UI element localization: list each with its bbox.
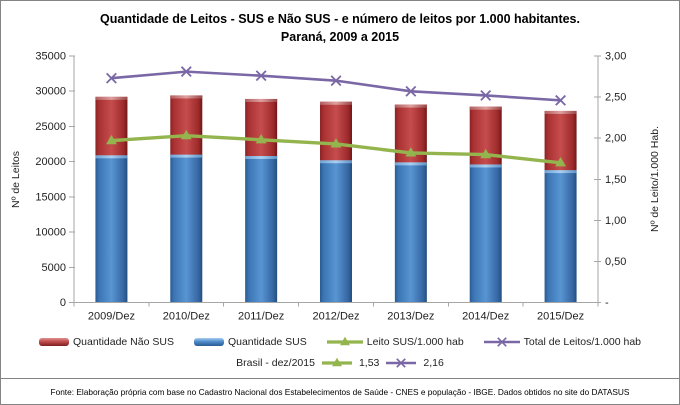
sus-rate-marker [180, 129, 192, 140]
right-axis-tick-label: 3,00 [605, 51, 626, 63]
left-axis-tick-label: 10000 [35, 227, 66, 239]
chart-canvas: 0 5000 10000 15000 20000 25000 30000 35000 - 0,50… [35, 51, 626, 323]
sus-rate-marker [255, 134, 267, 144]
sus-bar-segment [245, 156, 278, 303]
nao-sus-bar-cap [469, 106, 502, 110]
legend-item-total-leitos-1000-hab: Total de Leitos/1.000 hab [483, 336, 642, 348]
sus-bar-segment [469, 164, 502, 303]
bar-key-icon [38, 338, 69, 346]
line-triangle-key-icon [326, 336, 363, 346]
nao-sus-bar-segment [170, 95, 203, 155]
x-axis-category-label: 2012/Dez [312, 311, 359, 323]
sus-bar-cap [95, 155, 128, 159]
legend-label-quantidade-nao-sus: Quantidade Não SUS [72, 336, 174, 348]
legend-label-quantidade-sus: Quantidade SUS [227, 336, 307, 348]
left-axis-tick-label: 15000 [35, 191, 66, 203]
left-axis-tick-label: 35000 [35, 51, 66, 63]
source-note: Fonte: Elaboração própria com base no Ca… [1, 378, 679, 404]
nao-sus-bar-cap [95, 96, 128, 100]
legend-label-leito-sus-1000-hab: Leito SUS/1.000 hab [366, 336, 464, 348]
right-axis-tick-label: 1,50 [605, 174, 626, 186]
x-axis-category-label: 2015/Dez [537, 311, 584, 323]
sus-bar-segment [544, 170, 577, 303]
x-axis-category-label: 2011/Dez [238, 311, 284, 323]
x-axis-category-label: 2014/Dez [462, 311, 509, 323]
sus-rate-marker [106, 134, 117, 145]
nao-sus-bar-segment [95, 96, 128, 156]
right-axis-tick-label: 2,00 [605, 133, 626, 145]
total-rate-marker [555, 94, 567, 106]
total-rate-marker [180, 66, 192, 78]
x-axis-category-label: 2013/Dez [387, 311, 434, 323]
x-axis-category-label: 2009/Dez [88, 311, 135, 323]
total-rate-marker [330, 75, 342, 87]
right-axis-tick-label: - [605, 297, 609, 309]
left-axis-tick-label: 25000 [35, 121, 66, 133]
total-rate-marker [480, 90, 492, 101]
sus-bar-segment [394, 162, 427, 303]
right-axis-tick-label: 2,50 [605, 92, 626, 104]
chart-title: Quantidade de Leitos - SUS e Não SUS - e… [100, 12, 580, 45]
nao-sus-bar-cap [544, 110, 577, 114]
sus-bar-cap [245, 156, 278, 160]
left-axis-tick-label: 0 [60, 297, 66, 309]
total-rate-marker-icon [386, 357, 417, 369]
sus-bar-segment [170, 154, 203, 303]
bar-key-icon [193, 338, 224, 346]
sus-bar-cap [544, 170, 577, 174]
legend-item-leito-sus-1000-hab: Leito SUS/1.000 hab [326, 336, 464, 348]
reference-annotation: Brasil - dez/2015 1,53 2,16 [1, 354, 679, 372]
sus-bar-segment [95, 155, 128, 303]
left-axis-title: Nº de Leitos [10, 151, 22, 208]
sus-rate-marker-icon [321, 357, 352, 369]
left-axis-tick-label: 20000 [35, 156, 66, 168]
sus-rate-marker [555, 157, 566, 167]
x-axis-category-label: 2010/Dez [163, 311, 210, 323]
line-triangle-key-icon [321, 357, 352, 367]
sus-rate-marker [480, 148, 492, 159]
sus-bar-cap [469, 164, 502, 168]
total-rate-marker [405, 85, 417, 97]
total-rate-marker [255, 70, 267, 82]
right-axis-tick-label: 0,50 [605, 256, 626, 268]
sus-bar-segment [320, 160, 352, 303]
sus-bar-cap [170, 154, 203, 158]
sus-bar-cap [394, 162, 427, 166]
left-axis-tick-label: 30000 [35, 86, 66, 98]
line-x-key-icon [483, 337, 520, 347]
sus-rate-marker [330, 138, 342, 148]
right-axis-tick-label: 1,00 [605, 215, 626, 227]
nao-sus-bar-segment [320, 101, 352, 161]
nao-sus-bar-cap [320, 101, 352, 105]
sus-rate-marker [405, 147, 417, 157]
nao-sus-bar-cap [394, 104, 427, 108]
legend-label-total-leitos-1000-hab: Total de Leitos/1.000 hab [523, 336, 642, 348]
left-axis-tick-label: 5000 [42, 262, 66, 274]
nao-sus-bar-cap [245, 98, 278, 102]
line-x-key-icon [386, 358, 417, 368]
total-rate-marker [105, 72, 117, 84]
nao-sus-bar-cap [170, 95, 203, 99]
annotation-sus-value: 1,53 [358, 357, 380, 369]
annotation-label: Brasil - dez/2015 [236, 357, 315, 369]
legend: Quantidade Não SUS Quantidade SUS Leito SU… [1, 332, 679, 352]
legend-item-quantidade-sus: Quantidade SUS [193, 336, 307, 348]
sus-bar-cap [320, 160, 352, 164]
right-axis-title: Nº de Leito/1.000 Hab. [649, 126, 661, 233]
legend-item-quantidade-nao-sus: Quantidade Não SUS [38, 336, 174, 348]
nao-sus-bar-segment [245, 98, 278, 157]
annotation-total-value: 2,16 [423, 357, 444, 369]
